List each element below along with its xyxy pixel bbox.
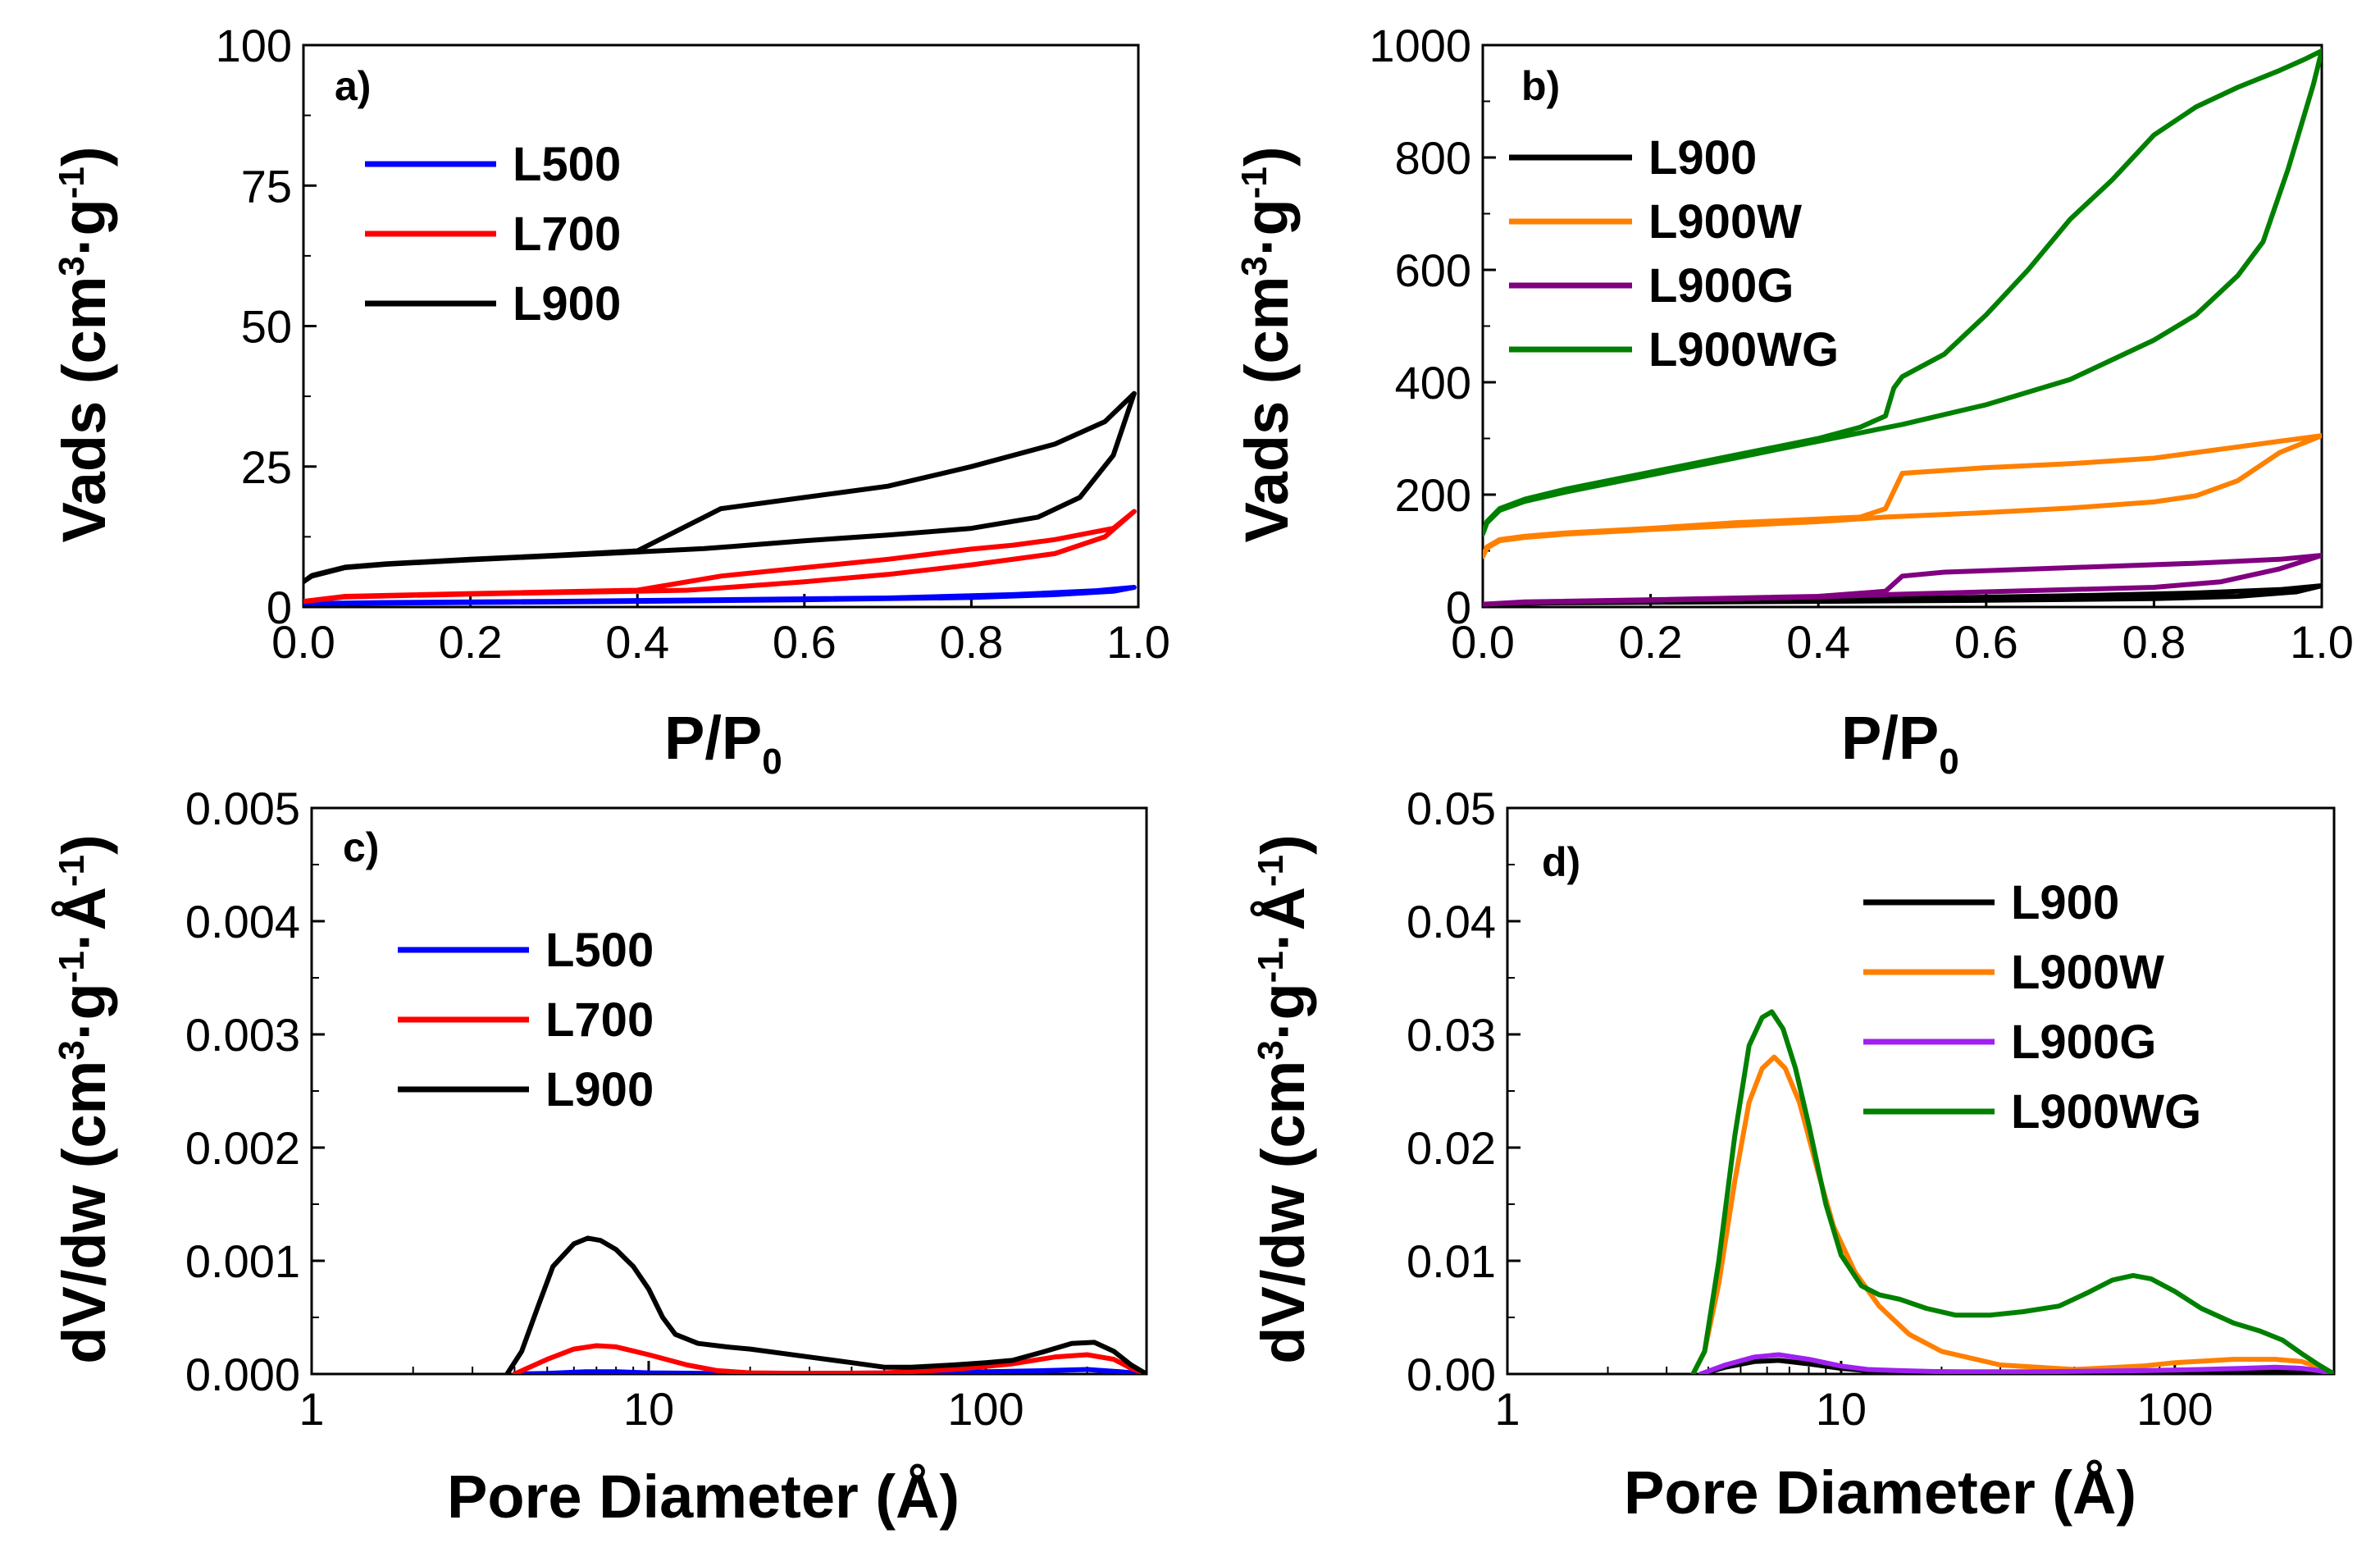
p3-ytick-label: 0.00 [1407, 1349, 1496, 1400]
p3-legend-label-l900wg: L900WG [2011, 1085, 2201, 1139]
p1-ytick-label: 400 [1395, 357, 1471, 409]
p3-series-l900wg [1690, 1009, 2334, 1374]
p2-ytick-label: 0.000 [185, 1349, 300, 1400]
p2-legend-label-l500: L500 [545, 924, 654, 977]
panel-b-tag: b) [1521, 63, 1560, 109]
p3-legend-label-l900: L900 [2011, 876, 2119, 929]
p1-xtick-label: 0.6 [1954, 616, 2018, 668]
p1-legend-label-l900wg: L900WG [1648, 323, 1839, 377]
svg-text:dV/dw (cm3·g-1·Å-1): dV/dw (cm3·g-1·Å-1) [1249, 834, 1317, 1363]
svg-text:Vads (cm3·g-1): Vads (cm3·g-1) [1233, 146, 1301, 542]
p1-ytick-label: 200 [1395, 469, 1471, 521]
svg-text:Vads (cm3·g-1): Vads (cm3·g-1) [50, 146, 118, 542]
p1-ytick-label: 800 [1395, 132, 1471, 184]
p2-series-l900 [504, 1235, 1147, 1374]
p1-xtick-label: 0.0 [1451, 616, 1515, 668]
p0-ytick-label: 75 [241, 160, 292, 212]
svg-text:P/P0: P/P0 [664, 704, 782, 782]
p1-legend-label-l900g: L900G [1648, 259, 1794, 313]
p2-ytick-label: 0.001 [185, 1235, 300, 1287]
panel-b-x-axis-title: P/P0 [1841, 704, 1959, 782]
svg-text:P/P0: P/P0 [1841, 704, 1959, 782]
p2-xtick-label: 100 [947, 1383, 1024, 1435]
p3-legend-label-l900w: L900W [2011, 946, 2164, 999]
p0-xtick-label: 0.8 [939, 616, 1003, 668]
p1-legend-label-l900: L900 [1648, 131, 1757, 185]
p1-ytick-label: 600 [1395, 244, 1471, 296]
p1-xtick-label: 0.4 [1786, 616, 1850, 668]
p1-ytick-label: 0 [1446, 582, 1471, 633]
panel-a-y-axis-title: Vads (cm3·g-1) [50, 146, 118, 542]
p1-series-l900g [1483, 553, 2322, 607]
p3-ytick-label: 0.02 [1407, 1122, 1496, 1174]
p2-ytick-label: 0.002 [185, 1122, 300, 1174]
p2-legend-label-l700: L700 [545, 993, 654, 1047]
p1-ytick-label: 1000 [1369, 20, 1471, 71]
p2-series-l700 [512, 1343, 1147, 1374]
p3-ytick-label: 0.04 [1407, 896, 1496, 947]
p3-ytick-label: 0.05 [1407, 783, 1496, 834]
p0-ytick-label: 100 [216, 20, 292, 71]
p0-xtick-label: 1.0 [1106, 616, 1170, 668]
p0-legend-label-l900: L900 [513, 277, 621, 331]
p3-ytick-label: 0.01 [1407, 1235, 1496, 1287]
p3-xtick-label: 100 [2136, 1383, 2213, 1435]
p0-xtick-label: 0.6 [773, 616, 837, 668]
p2-xtick-label: 1 [299, 1383, 324, 1435]
p0-xtick-label: 0.2 [439, 616, 503, 668]
p0-ytick-label: 50 [241, 301, 292, 353]
p1-xtick-label: 0.2 [1619, 616, 1683, 668]
panel-c-y-axis-title: dV/dw (cm3·g-1·Å-1) [50, 834, 118, 1363]
panel-d-x-axis-title: Pore Diameter (Å) [1624, 1458, 2136, 1527]
p0-legend-label-l500: L500 [513, 138, 621, 191]
p0-xtick-label: 0.4 [605, 616, 669, 668]
p1-legend-label-l900w: L900W [1648, 195, 1802, 249]
p0-series-l700 [303, 509, 1137, 605]
p3-xtick-label: 10 [1816, 1383, 1867, 1435]
panel-d-plot-frame [1506, 806, 2336, 1376]
p0-ytick-label: 0 [267, 582, 292, 633]
p1-series-l900w [1483, 433, 2322, 559]
p0-series-l500 [303, 585, 1137, 606]
panel-a-x-axis-title: P/P0 [664, 704, 782, 782]
panel-a-tag: a) [335, 63, 371, 109]
p0-series-l900 [303, 390, 1137, 585]
p0-ytick-label: 25 [241, 441, 292, 493]
panel-d-y-axis-title: dV/dw (cm3·g-1·Å-1) [1249, 834, 1317, 1363]
p2-ytick-label: 0.004 [185, 896, 300, 947]
panel-d-tag: d) [1542, 839, 1580, 885]
panel-c-tag: c) [343, 824, 379, 870]
p1-xtick-label: 0.8 [2122, 616, 2186, 668]
p2-ytick-label: 0.003 [185, 1009, 300, 1061]
p3-series-l900g [1698, 1352, 2334, 1374]
p2-ytick-label: 0.005 [185, 783, 300, 834]
panel-b-plot-frame [1481, 43, 2323, 609]
panel-c-x-axis-title: Pore Diameter (Å) [447, 1463, 960, 1531]
p3-ytick-label: 0.03 [1407, 1009, 1496, 1061]
p2-xtick-label: 10 [623, 1383, 674, 1435]
svg-text:dV/dw (cm3·g-1·Å-1): dV/dw (cm3·g-1·Å-1) [50, 834, 118, 1363]
p2-legend-label-l900: L900 [545, 1063, 654, 1116]
p3-xtick-label: 1 [1494, 1383, 1520, 1435]
p3-legend-label-l900g: L900G [2011, 1016, 2156, 1069]
p1-xtick-label: 1.0 [2290, 616, 2354, 668]
p0-legend-label-l700: L700 [513, 208, 621, 261]
panel-b-y-axis-title: Vads (cm3·g-1) [1233, 146, 1301, 542]
chart-marks: 0.0 0.2 0.4 0.6 0.8 1.00255075100L500L700L900… [185, 20, 2354, 1435]
p0-xtick-label: 0.0 [271, 616, 335, 668]
p1-series-l900 [1483, 583, 2322, 607]
p1-series-l900wg [1483, 48, 2322, 536]
